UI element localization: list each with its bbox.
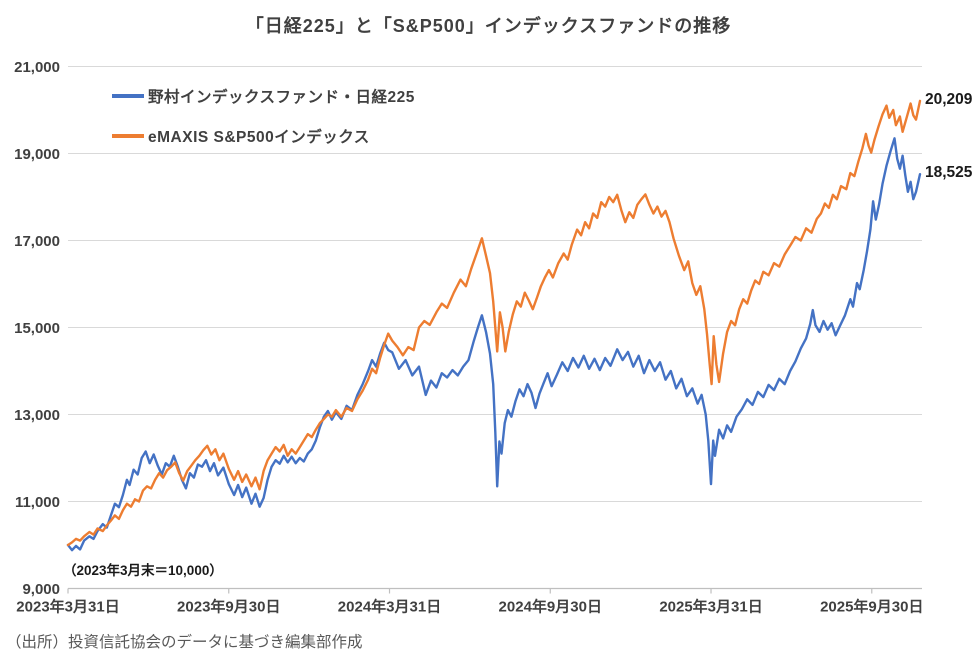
series-line-sp500 bbox=[66, 99, 922, 547]
sp500-line-swatch-icon bbox=[112, 134, 144, 138]
legend-item-nikkei225: 野村インデックスファンド・日経225 bbox=[112, 76, 415, 116]
x-axis-label: 2024年9月30日 bbox=[499, 598, 602, 616]
legend-label-nikkei225: 野村インデックスファンド・日経225 bbox=[148, 89, 415, 106]
chart-legend: 野村インデックスファンド・日経225 eMAXIS S&P500インデックス bbox=[112, 76, 415, 156]
x-axis-label: 2024年3月31日 bbox=[338, 598, 441, 616]
x-axis-label: 2023年3月31日 bbox=[16, 598, 119, 616]
chart-title: 「日経225」と「S&P500」インデックスファンドの推移 bbox=[245, 16, 732, 36]
y-axis-label-9000: 9,000 bbox=[22, 581, 60, 598]
base-value-annotation: （2023年3月末＝10,000） bbox=[63, 563, 223, 578]
x-axis-label: 2025年3月31日 bbox=[659, 598, 762, 616]
y-axis-label-15000: 15,000 bbox=[14, 320, 60, 337]
series-line-nikkei225 bbox=[66, 137, 922, 552]
nikkei225-line-swatch-icon bbox=[112, 94, 144, 98]
y-axis-label-19000: 19,000 bbox=[14, 146, 60, 163]
sp500-end-value-label: 20,209 bbox=[925, 90, 973, 108]
y-axis-label-13000: 13,000 bbox=[14, 407, 60, 424]
y-axis-label-11000: 11,000 bbox=[15, 494, 60, 511]
source-note: （出所）投資信託協会のデータに基づき編集部作成 bbox=[6, 634, 363, 651]
x-axis-label: 2023年9月30日 bbox=[177, 598, 280, 616]
legend-label-sp500: eMAXIS S&P500インデックス bbox=[148, 129, 370, 146]
y-axis-label-17000: 17,000 bbox=[14, 233, 60, 250]
legend-item-sp500: eMAXIS S&P500インデックス bbox=[112, 116, 415, 156]
y-axis-label-21000: 21,000 bbox=[14, 59, 60, 76]
x-axis-label: 2025年9月30日 bbox=[820, 598, 923, 616]
nikkei225-end-value-label: 18,525 bbox=[925, 164, 973, 182]
